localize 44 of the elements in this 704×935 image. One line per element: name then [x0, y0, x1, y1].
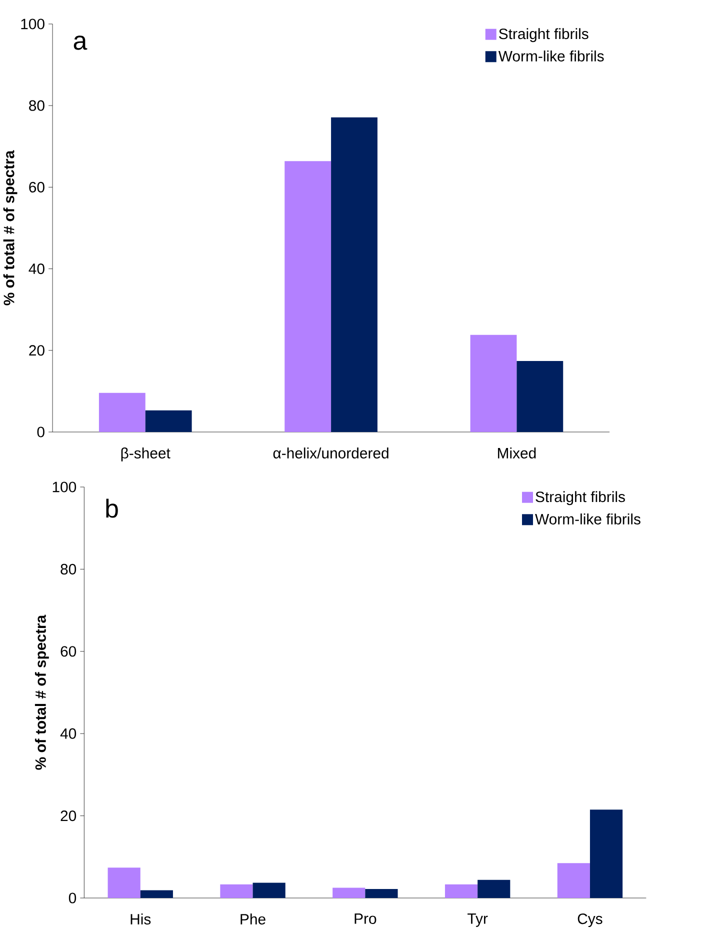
x-tick-label: α-helix/unordered [273, 448, 388, 458]
x-tick-label: Tyr [467, 914, 488, 927]
bar [220, 884, 253, 898]
y-tick-label: 60 [60, 646, 76, 657]
bar [470, 334, 517, 432]
y-tick-label: 100 [21, 18, 44, 30]
bar [140, 890, 173, 898]
bar [516, 361, 563, 432]
bar [444, 884, 478, 898]
legend-label: Worm-like fibrils [498, 50, 604, 62]
y-tick-label: 40 [28, 264, 44, 274]
legend-label: Straight fibrils [498, 28, 588, 42]
y-tick-label: 80 [60, 564, 76, 574]
x-tick-label: Pro [354, 914, 376, 924]
annotation: a [74, 36, 87, 50]
y-tick-label: 40 [60, 728, 76, 739]
x-tick-label: Mixed [498, 448, 536, 458]
bar [108, 868, 140, 898]
x-tick-label: Cys [578, 914, 602, 928]
x-tick-label: Phe [240, 914, 266, 924]
x-tick-label: β-sheet [121, 448, 170, 462]
y-axis-title: % of total # of spectra [34, 614, 49, 770]
y-tick-label: 20 [28, 345, 44, 356]
bar [364, 888, 398, 898]
bar [332, 888, 365, 898]
bar [477, 880, 510, 898]
bar [252, 882, 286, 898]
bar [590, 810, 622, 898]
x-tick-label: His [130, 914, 150, 924]
y-tick-label: 0 [37, 426, 44, 438]
y-axis-title: % of total # of spectra [3, 150, 18, 306]
annotation: b [106, 498, 118, 518]
bar [98, 392, 146, 432]
legend-label: Worm-like fibrils [534, 513, 640, 524]
y-tick-label: 60 [28, 182, 44, 192]
bar [330, 117, 378, 432]
bar [557, 863, 590, 898]
y-tick-label: 100 [52, 482, 76, 492]
legend-label: Straight fibrils [535, 491, 625, 506]
y-tick-label: 0 [68, 892, 76, 904]
bar [145, 410, 192, 432]
bar [284, 161, 331, 432]
y-tick-label: 80 [28, 100, 44, 111]
y-tick-label: 20 [60, 810, 76, 822]
